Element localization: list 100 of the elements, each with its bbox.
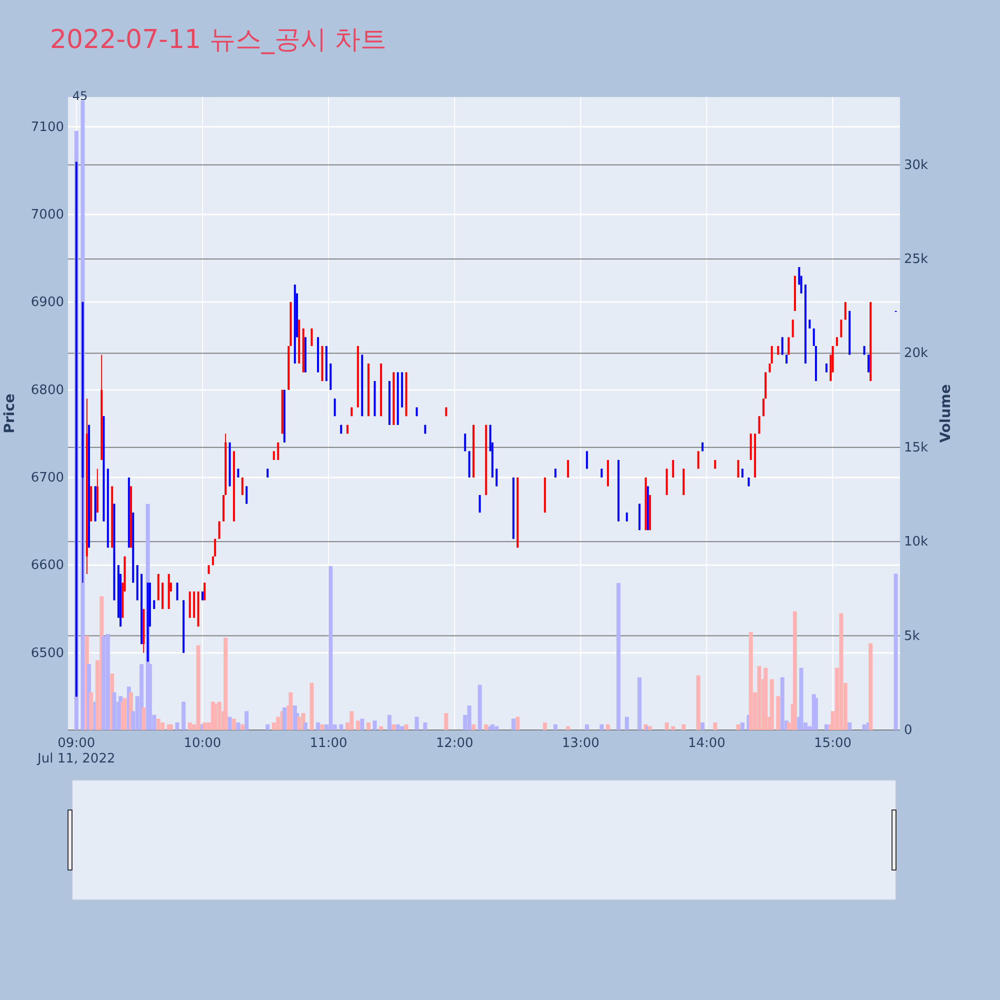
bar [894, 574, 898, 730]
bar [372, 720, 377, 730]
bar [516, 716, 520, 730]
bar [444, 713, 448, 730]
bar [240, 724, 244, 730]
bar [95, 660, 100, 730]
bar [764, 668, 768, 730]
bar [131, 711, 136, 730]
bar [392, 724, 396, 730]
bar [345, 722, 350, 730]
bar [682, 724, 686, 730]
annotation: 45 [72, 89, 88, 103]
bar [379, 726, 384, 730]
bar [713, 722, 718, 730]
bar [232, 718, 236, 730]
bar [122, 698, 127, 730]
bar [566, 726, 570, 730]
bar [834, 668, 839, 730]
bar [414, 716, 419, 730]
bar [671, 726, 676, 730]
bar [696, 675, 700, 730]
bar [272, 722, 276, 730]
bar [839, 613, 844, 730]
bar [616, 583, 620, 730]
bar [396, 724, 400, 730]
bar [664, 722, 669, 730]
bar [736, 724, 740, 730]
bar [868, 643, 873, 730]
bar [266, 724, 270, 730]
bar [224, 638, 228, 730]
bar [803, 722, 808, 730]
bar [188, 722, 192, 730]
bar [112, 692, 116, 730]
bar [770, 679, 774, 730]
bar [471, 724, 476, 730]
bar [478, 684, 482, 730]
bar [553, 724, 558, 730]
bar [360, 718, 364, 730]
bar [824, 724, 828, 730]
bar [799, 668, 804, 730]
bar [843, 682, 848, 730]
bar [848, 722, 852, 730]
bar [423, 722, 428, 730]
bar [350, 711, 354, 730]
bar [160, 722, 165, 730]
bar [600, 724, 604, 730]
bar [637, 677, 642, 730]
bar [356, 720, 360, 730]
bar [830, 711, 835, 730]
bar [404, 724, 408, 730]
bar [776, 696, 780, 730]
bar [148, 664, 152, 730]
bar [542, 722, 547, 730]
bar [862, 724, 866, 730]
y2-tick-label: 5k [904, 628, 920, 644]
bar [624, 716, 629, 730]
bar [288, 692, 293, 730]
bar [244, 711, 249, 730]
x-tick-label: 13:00 [562, 736, 600, 751]
bar [213, 704, 218, 730]
bar [236, 722, 240, 730]
bar [584, 724, 589, 730]
bar [228, 716, 232, 730]
bar [757, 666, 762, 730]
x-tick-label: 11:00 [310, 736, 348, 751]
bar [175, 722, 180, 730]
bar [303, 722, 308, 730]
y2-tick-label: 20k [904, 346, 929, 362]
bar [202, 722, 207, 730]
bar [320, 724, 324, 730]
bar [192, 724, 196, 730]
y2-tick-label: 25k [904, 252, 929, 268]
bar [102, 636, 106, 730]
bar [156, 718, 160, 730]
bar [494, 726, 499, 730]
bar [400, 726, 404, 730]
y2-tick-label: 10k [904, 534, 929, 550]
y-tick-label: 6500 [30, 646, 64, 661]
bar [328, 566, 333, 730]
bar [467, 706, 472, 730]
bar [106, 634, 110, 730]
x-tick-label: 09:00 Jul 11, 2022 [36, 736, 116, 767]
bar [89, 692, 94, 730]
bar [753, 692, 758, 730]
bar [792, 611, 797, 730]
bar [182, 702, 186, 730]
bar [740, 722, 744, 730]
bar [387, 714, 392, 730]
bar [700, 722, 705, 730]
y2-tick-label: 0 [904, 723, 912, 738]
y-tick-label: 6800 [30, 382, 64, 398]
bar [196, 645, 200, 730]
y-tick-label: 6900 [30, 295, 64, 310]
y-tick-label: 7000 [30, 207, 64, 222]
y-tick-label: 6700 [30, 470, 64, 486]
bar [135, 696, 140, 730]
bar [780, 677, 784, 730]
bar [316, 722, 320, 730]
bar [324, 724, 328, 730]
bar [606, 724, 610, 730]
